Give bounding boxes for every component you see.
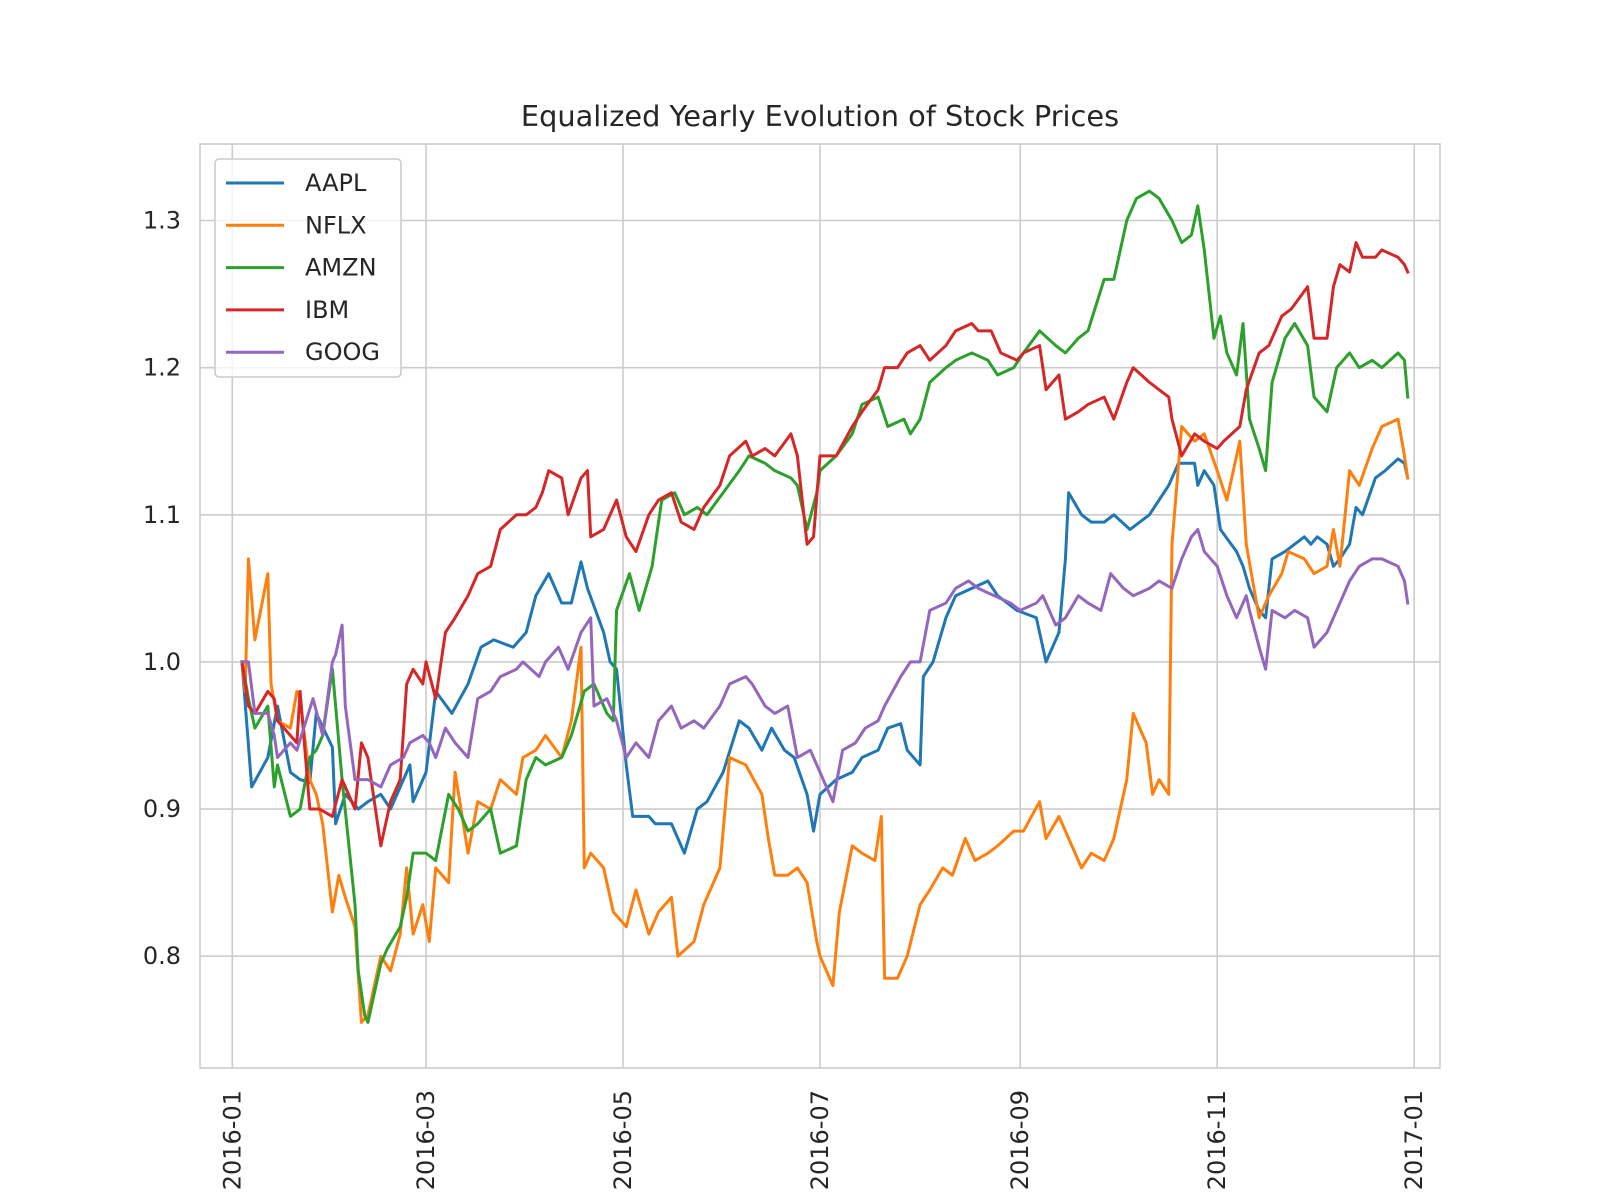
x-tick-label: 2016-09 (1006, 1090, 1034, 1190)
legend-label-aapl: AAPL (305, 169, 367, 197)
series-line-aapl (240, 457, 1410, 855)
series-line-nflx (240, 417, 1410, 1024)
legend-label-ibm: IBM (305, 296, 349, 324)
series-line-ibm (240, 241, 1410, 848)
x-tick-label: 2016-03 (412, 1090, 440, 1190)
legend-box (214, 158, 402, 378)
legend-label-amzn: AMZN (305, 254, 377, 282)
legend: AAPL NFLX AMZN IBM GOOG (214, 158, 402, 378)
y-tick-label: 1.2 (143, 354, 181, 382)
y-tick-label: 1.0 (143, 648, 181, 676)
plot-frame (199, 143, 1441, 1069)
series-lines (240, 189, 1410, 1024)
legend-entries: AAPL NFLX AMZN IBM GOOG (226, 169, 380, 366)
y-tick-label: 0.8 (143, 942, 181, 970)
x-tick-label: 2016-01 (218, 1090, 246, 1190)
y-tick-label: 1.3 (143, 207, 181, 235)
x-tick-label: 2016-11 (1203, 1090, 1231, 1190)
chart-title: Equalized Yearly Evolution of Stock Pric… (521, 99, 1119, 133)
x-tick-label: 2016-05 (609, 1090, 637, 1190)
x-tick-label: 2016-07 (806, 1090, 834, 1190)
x-tick-labels: 2016-01 2016-03 2016-05 2016-07 2016-09 2016-… (218, 1090, 1428, 1190)
x-tick-label: 2017-01 (1400, 1090, 1428, 1190)
series-line-goog (240, 527, 1410, 804)
y-tick-labels: 0.8 0.9 1.0 1.1 1.2 1.3 (143, 207, 181, 971)
y-tick-label: 1.1 (143, 501, 181, 529)
legend-label-goog: GOOG (305, 338, 380, 366)
legend-label-nflx: NFLX (305, 211, 367, 239)
y-tick-label: 0.9 (143, 795, 181, 823)
series-line-amzn (240, 189, 1410, 1024)
